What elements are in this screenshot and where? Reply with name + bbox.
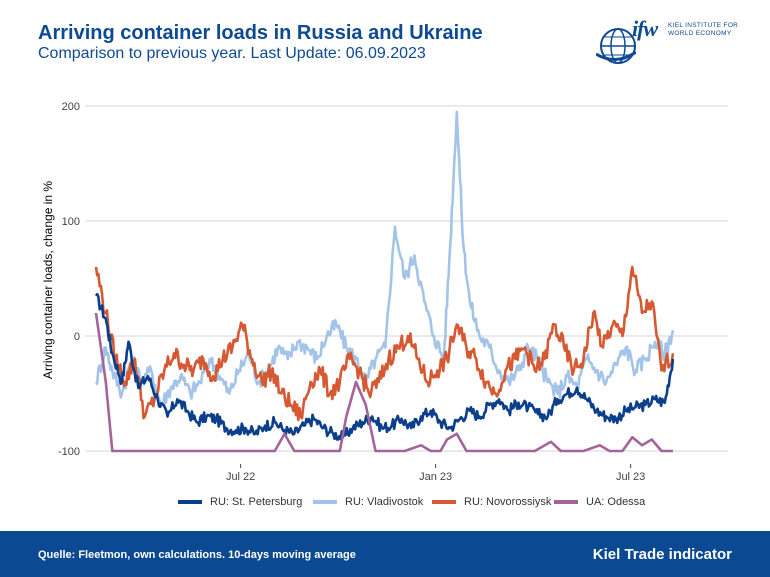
- legend-label: UA: Odessa: [586, 496, 646, 508]
- axes: -100 0 100 200 Jul 22 Jan 23 Jul 23: [58, 101, 645, 483]
- legend-swatch: [554, 500, 578, 504]
- source-note: Quelle: Fleetmon, own calculations. 10-d…: [38, 549, 356, 561]
- legend-item: RU: Novorossiysk: [432, 496, 551, 508]
- y-tick-label: 200: [62, 101, 80, 113]
- chart-title: Arriving container loads in Russia and U…: [38, 22, 483, 44]
- legend-label: RU: Vladivostok: [345, 496, 424, 508]
- series-line-ru-st-petersburg: [94, 292, 675, 441]
- chart-legend: RU: St. Petersburg RU: Vladivostok RU: Nov…: [0, 496, 770, 514]
- logo-line2: WORLD ECONOMY: [668, 30, 732, 37]
- logo-line1: KIEL INSTITUTE FOR: [668, 22, 739, 29]
- y-tick-label: -100: [58, 446, 80, 458]
- series-lines: [94, 110, 675, 453]
- y-tick-label: 100: [62, 216, 80, 228]
- legend-swatch: [432, 500, 456, 504]
- x-tick-label: Jan 23: [419, 471, 452, 483]
- series-line-ru-vladivostok: [94, 110, 675, 407]
- brand-label: Kiel Trade indicator: [592, 546, 732, 563]
- chart-subtitle: Comparison to previous year. Last Update…: [38, 45, 426, 62]
- x-tick-label: Jul 23: [616, 471, 645, 483]
- globe-icon: [596, 28, 636, 64]
- line-chart: -100 0 100 200 Jul 22 Jan 23 Jul 23 Arriving c…: [41, 101, 728, 483]
- legend-swatch: [178, 500, 202, 504]
- footer-bar: Quelle: Fleetmon, own calculations. 10-d…: [0, 531, 770, 577]
- ifw-logo: ifw KIEL INSTITUTE FOR WORLD ECONOMY: [596, 16, 746, 72]
- series-line-ru-novorossiysk: [94, 265, 675, 422]
- x-tick-label: Jul 22: [226, 471, 255, 483]
- legend-swatch: [313, 500, 337, 504]
- legend-label: RU: St. Petersburg: [210, 496, 303, 508]
- legend-label: RU: Novorossiysk: [464, 496, 552, 508]
- logo-mark: ifw: [632, 16, 658, 41]
- y-axis-label: Arriving container loads, change in %: [41, 181, 55, 379]
- legend-item: RU: St. Petersburg: [178, 496, 302, 508]
- legend-item: UA: Odessa: [554, 496, 645, 508]
- legend-item: RU: Vladivostok: [313, 496, 423, 508]
- series-line-ua-odessa: [94, 312, 673, 453]
- y-tick-label: 0: [74, 331, 80, 343]
